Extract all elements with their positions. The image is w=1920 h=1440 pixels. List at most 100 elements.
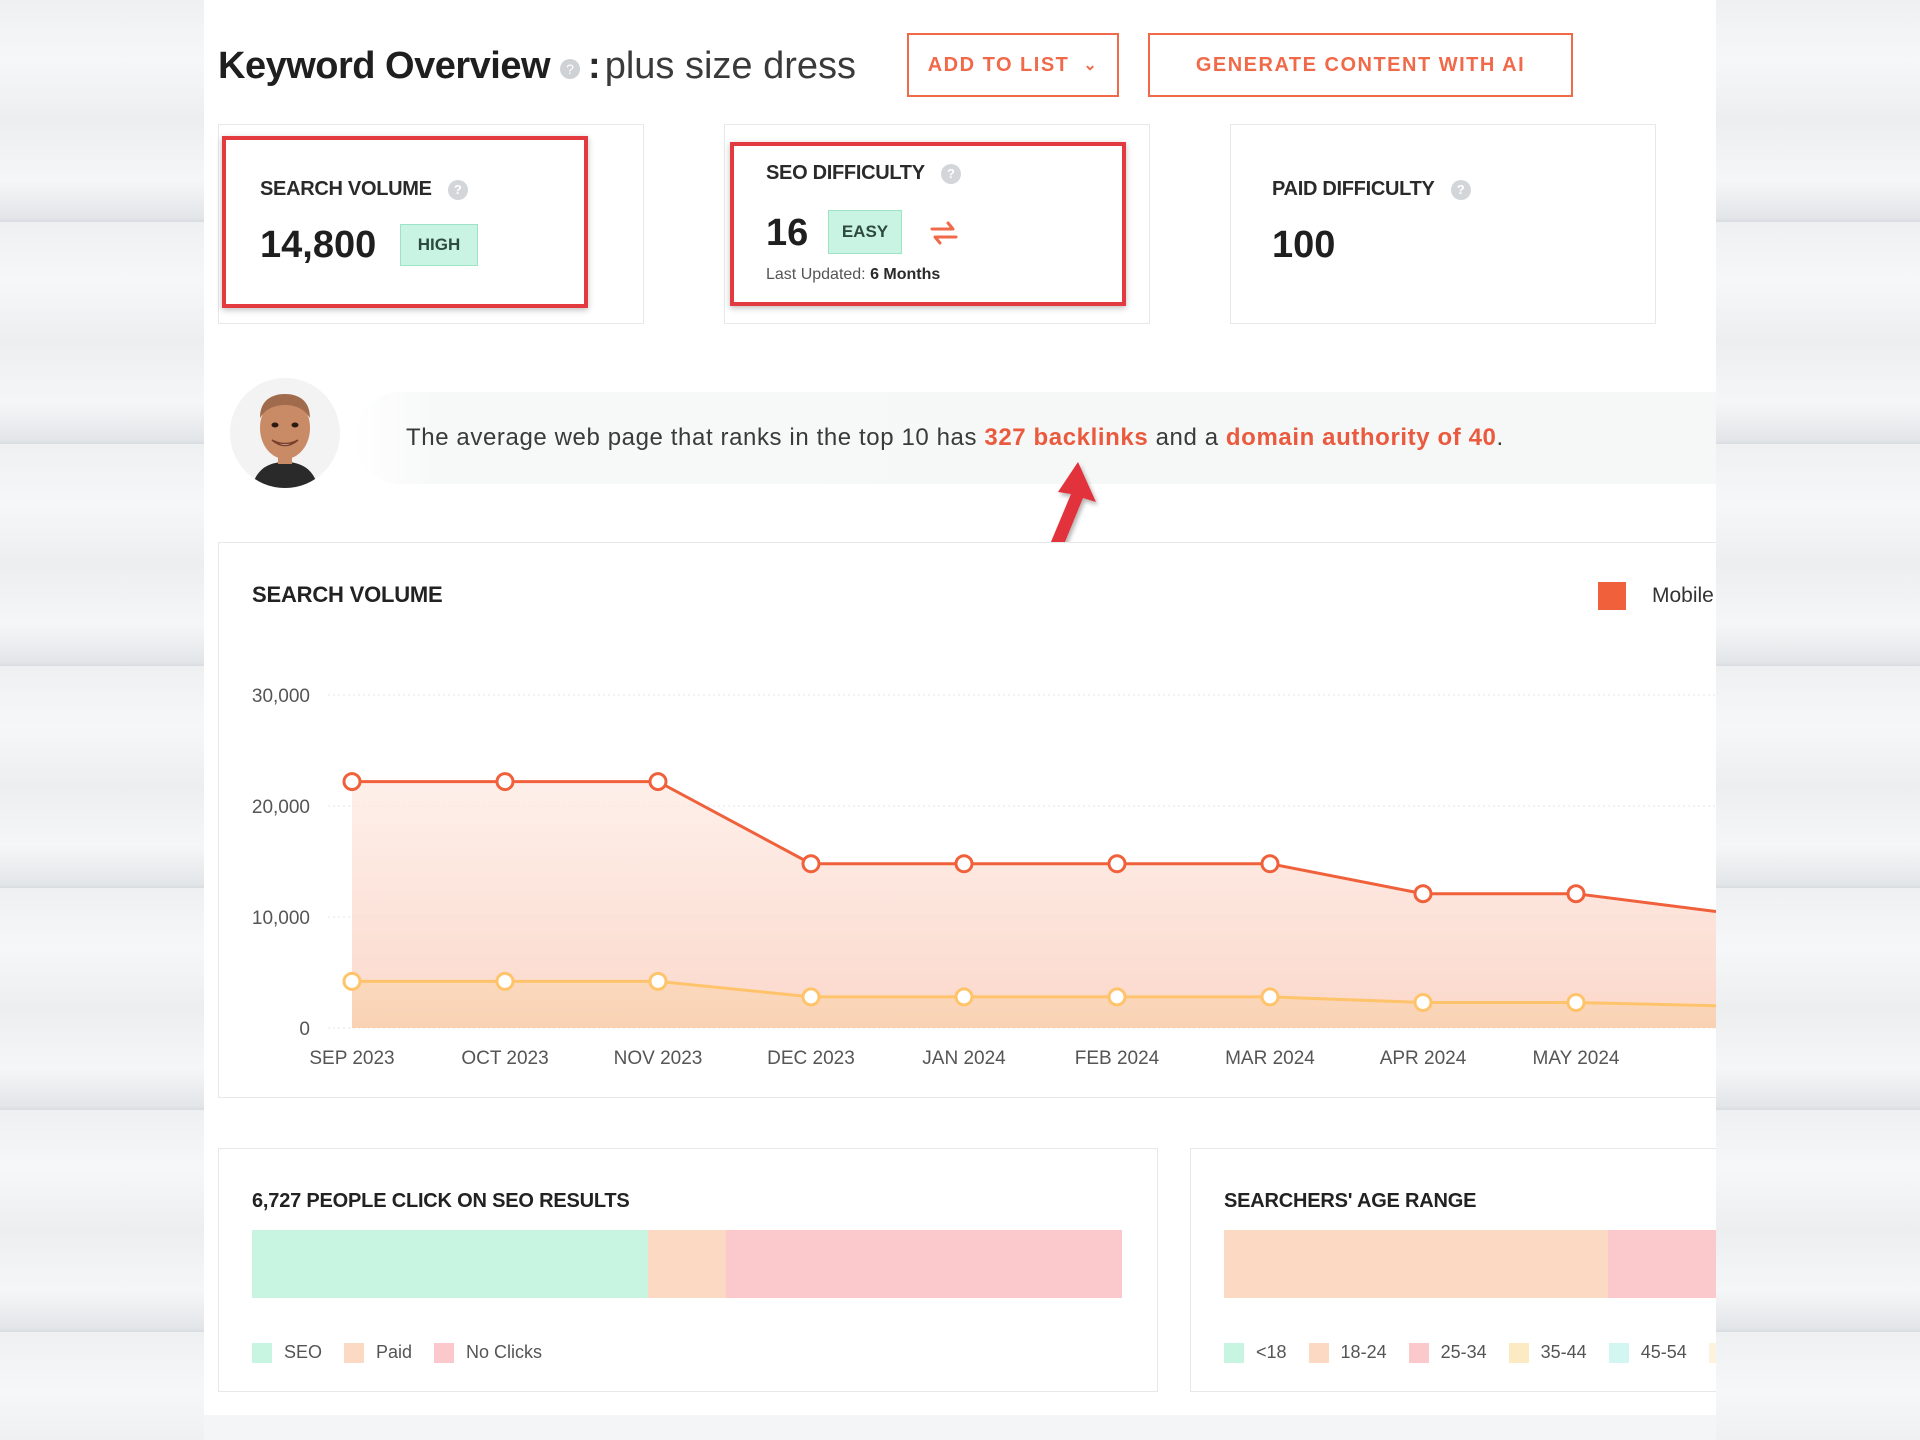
- y-tick-label: 30,000: [252, 686, 310, 707]
- legend-item[interactable]: SEO: [252, 1342, 322, 1363]
- chevron-down-icon: ⌄: [1083, 57, 1099, 74]
- legend-label: SEO: [284, 1342, 323, 1362]
- x-tick-label: OCT 2023: [461, 1048, 548, 1069]
- highlight-box: [222, 136, 588, 308]
- x-tick-label: JAN 2024: [922, 1048, 1006, 1069]
- legend-item[interactable]: 25-34: [1408, 1342, 1487, 1363]
- x-tick-label: SEP 2023: [309, 1048, 394, 1069]
- legend-label: Paid: [376, 1342, 413, 1362]
- search-volume-chart: 30,000 20,000 10,000 0 SEP 2023 OCT 2023 NOV 2…: [252, 686, 1716, 1069]
- volume-badge: HIGH: [400, 224, 478, 266]
- tip-banner: The average web page that ranks in the t…: [354, 392, 1716, 484]
- paid-difficulty-value: 100: [1272, 224, 1336, 266]
- legend-item[interactable]: 35-44: [1508, 1342, 1587, 1363]
- x-tick-label: APR 2024: [1380, 1048, 1467, 1069]
- data-point: [495, 772, 515, 792]
- legend-swatch: [1598, 582, 1626, 610]
- keyword-text: plus size dress: [604, 44, 857, 87]
- bar-segment: [1607, 1230, 1716, 1298]
- x-tick-label: MAY 2024: [1533, 1048, 1620, 1069]
- data-point: [342, 971, 362, 991]
- chart-title: SEARCH VOLUME: [252, 582, 443, 607]
- data-point: [648, 971, 668, 991]
- last-updated-value: 6 Months: [870, 266, 941, 283]
- paid-difficulty-card: [1230, 124, 1656, 324]
- data-point: [495, 971, 515, 991]
- seo-difficulty-label-text: SEO DIFFICULTY: [766, 162, 925, 184]
- background-left: [0, 0, 204, 1440]
- tip-text: The average web page that ranks in the t…: [406, 424, 1504, 452]
- series-line: [352, 979, 1716, 1008]
- page-title: Keyword Overview ? : plus size dress: [218, 40, 856, 92]
- search-volume-label: SEARCH VOLUME ?: [260, 178, 468, 201]
- legend-label: 45-54: [1640, 1342, 1687, 1362]
- seo-difficulty-card: [724, 124, 1150, 324]
- data-point: [801, 854, 821, 874]
- data-point: [954, 854, 974, 874]
- legend-label: 25-34: [1440, 1342, 1487, 1362]
- tip-text-part: The average web page that ranks in the t…: [406, 424, 978, 451]
- tip-text-part: .: [1496, 424, 1504, 451]
- data-point: [801, 987, 821, 1007]
- last-updated-label: Last Updated:: [766, 266, 866, 283]
- add-to-list-label: ADD TO LIST: [927, 53, 1070, 76]
- generate-content-button[interactable]: GENERATE CONTENT WITH AI: [1148, 33, 1573, 97]
- help-icon[interactable]: ?: [560, 59, 581, 79]
- age-range-title: SEARCHERS' AGE RANGE: [1224, 1190, 1477, 1212]
- difficulty-badge: EASY: [828, 210, 902, 254]
- bar-segment: [1224, 1230, 1608, 1298]
- y-tick-label: 10,000: [252, 908, 310, 929]
- page-title-text: Keyword Overview: [218, 44, 551, 87]
- bar-segment: [726, 1230, 1122, 1298]
- legend-item[interactable]: Paid: [344, 1342, 412, 1363]
- data-point: [1566, 884, 1586, 904]
- series-area: [352, 981, 1716, 1028]
- refresh-icon[interactable]: [928, 218, 960, 248]
- legend-swatch: [344, 1342, 365, 1363]
- legend-label: Mobile: [1652, 584, 1714, 607]
- background-right: [1716, 0, 1920, 1440]
- series-line: [352, 780, 1716, 913]
- x-tick-label: FEB 2024: [1075, 1048, 1160, 1069]
- title-separator: :: [588, 44, 601, 87]
- legend-label: No Clicks: [466, 1342, 543, 1362]
- help-icon[interactable]: ?: [1450, 179, 1471, 200]
- legend-swatch: [1224, 1342, 1244, 1363]
- clicks-legend: SEO Paid No Clicks: [252, 1342, 564, 1363]
- add-to-list-button[interactable]: ADD TO LIST ⌄: [907, 33, 1119, 97]
- legend-label: 18-24: [1340, 1342, 1387, 1362]
- seo-difficulty-label: SEO DIFFICULTY ?: [766, 162, 961, 185]
- highlight-box: [730, 142, 1126, 306]
- legend-item[interactable]: 45-54: [1608, 1342, 1687, 1363]
- keyword-overview-panel: Keyword Overview ? : plus size dress ADD…: [204, 0, 1716, 1415]
- seo-difficulty-value: 16: [766, 212, 809, 254]
- generate-content-label: GENERATE CONTENT WITH AI: [1195, 53, 1526, 76]
- x-tick-label: DEC 2023: [767, 1048, 855, 1069]
- data-point: [1107, 854, 1127, 874]
- help-icon[interactable]: ?: [940, 163, 961, 184]
- legend-item[interactable]: <18: [1224, 1342, 1287, 1363]
- search-volume-label-text: SEARCH VOLUME: [260, 178, 432, 200]
- legend-label: <18: [1256, 1342, 1287, 1362]
- tip-text-part: and a: [1155, 424, 1219, 451]
- legend-item[interactable]: No Clicks: [434, 1342, 542, 1363]
- data-point: [1413, 884, 1433, 904]
- legend-item[interactable]: [1708, 1342, 1716, 1363]
- data-point: [648, 772, 668, 792]
- x-tick-label: NOV 2023: [614, 1048, 703, 1069]
- data-point: [1107, 987, 1127, 1007]
- bar-segment: [647, 1230, 727, 1298]
- chart-legend[interactable]: Mobile: [1598, 582, 1714, 610]
- age-bar: [1224, 1230, 1716, 1298]
- help-icon[interactable]: ?: [447, 179, 468, 200]
- search-volume-value: 14,800: [260, 224, 377, 266]
- paid-difficulty-label-text: PAID DIFFICULTY: [1272, 178, 1435, 200]
- legend-item[interactable]: 18-24: [1308, 1342, 1387, 1363]
- legend-swatch: [1508, 1342, 1529, 1363]
- legend-swatch: [252, 1342, 272, 1363]
- backlinks-highlight: 327 backlinks: [984, 424, 1149, 451]
- series-area: [352, 781, 1716, 1028]
- legend-swatch: [1408, 1342, 1429, 1363]
- arrow-pointer-icon: [1048, 462, 1096, 554]
- data-point: [1260, 987, 1280, 1007]
